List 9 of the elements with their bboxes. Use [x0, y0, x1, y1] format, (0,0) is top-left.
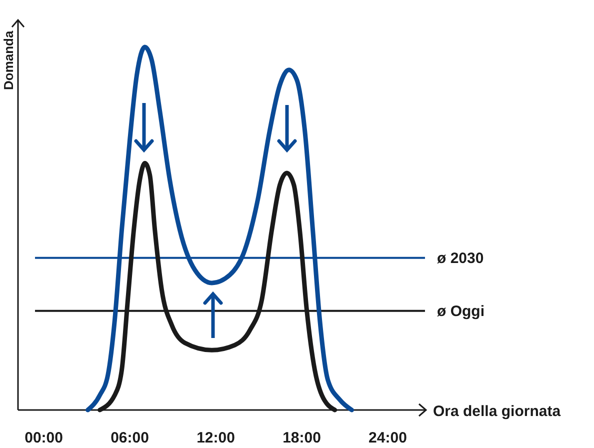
x-tick-label: 18:00	[282, 430, 321, 447]
ref-line-label: ø Oggi	[437, 302, 484, 320]
x-axis-title: Ora della giornata	[433, 403, 562, 420]
x-tick-label: 24:00	[368, 430, 407, 447]
ref-line-label: ø 2030	[437, 250, 484, 267]
y-axis-title: Domanda	[1, 30, 16, 90]
x-tick-label: 00:00	[24, 430, 63, 447]
x-tick-label: 12:00	[196, 430, 235, 447]
x-tick-label: 06:00	[110, 430, 149, 447]
